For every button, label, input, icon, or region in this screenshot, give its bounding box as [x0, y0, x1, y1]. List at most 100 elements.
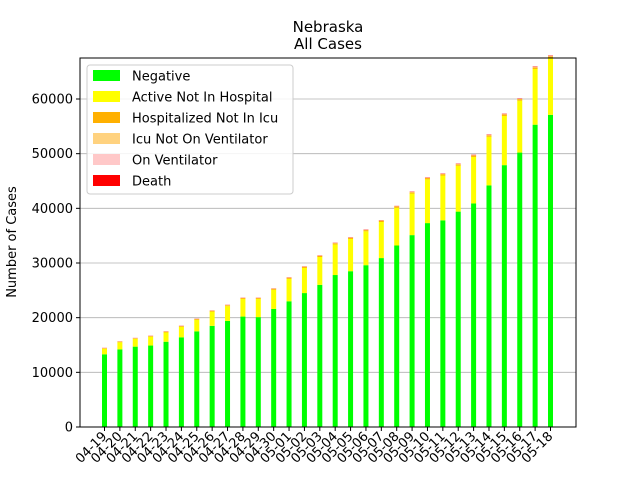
bar-segment: [332, 244, 338, 276]
bar-segment: [271, 289, 277, 309]
bar-segment: [117, 342, 123, 350]
bar-segment: [548, 114, 553, 427]
legend-swatch: [93, 175, 120, 186]
bar-segment: [332, 243, 338, 245]
bar-segment: [455, 211, 461, 427]
bar-segment: [501, 165, 507, 427]
bar-segment: [440, 220, 446, 427]
legend-label: Negative: [132, 70, 190, 85]
legend-label: Death: [132, 175, 171, 190]
bar-segment: [148, 336, 154, 346]
bar-segment: [440, 174, 446, 176]
legend: Negative Active Not In Hospital Hospitaliz…: [86, 64, 294, 195]
legend-label: Hospitalized Not In Icu: [132, 112, 278, 127]
bar-segment: [378, 220, 384, 222]
bar-segment: [532, 68, 538, 125]
legend-swatch: [93, 133, 120, 144]
bar-segment: [209, 311, 215, 326]
bar-segment: [363, 231, 369, 266]
legend-swatch: [93, 91, 120, 102]
bar-segment: [517, 99, 523, 101]
bar-segment: [178, 326, 184, 338]
bar-segment: [409, 235, 415, 427]
legend-label: Icu Not On Ventilator: [132, 133, 268, 148]
bar-segment: [348, 238, 354, 272]
bar-segment: [486, 135, 492, 137]
bar-segment: [394, 206, 400, 208]
x-axis: 04-1904-2004-2104-2204-2304-2404-2504-26…: [73, 427, 556, 467]
bar-segment: [517, 152, 523, 427]
y-tick-label: 20000: [32, 311, 73, 326]
bar-segment: [409, 193, 415, 236]
legend-swatch: [93, 70, 120, 81]
bar-segment: [501, 115, 507, 166]
bar-segment: [532, 67, 538, 69]
bar-segment: [240, 316, 246, 427]
bar-segment: [394, 207, 400, 246]
bar-segment: [178, 326, 184, 327]
y-axis-label: Number of Cases: [5, 186, 20, 298]
bar-segment: [178, 337, 184, 427]
bar-segment: [102, 348, 107, 349]
bar-segment: [301, 266, 307, 268]
legend-swatch: [93, 154, 120, 165]
bar-segment: [225, 320, 231, 427]
y-tick-label: 30000: [32, 257, 73, 272]
bar-segment: [286, 301, 292, 427]
bar-segment: [548, 58, 553, 115]
bar-segment: [194, 319, 200, 332]
y-tick-label: 60000: [32, 93, 73, 108]
bar-segment: [102, 354, 107, 427]
legend-label: Active Not In Hospital: [132, 91, 273, 106]
bar-segment: [132, 338, 138, 347]
bar-segment: [255, 298, 261, 300]
chart-subtitle: All Cases: [294, 35, 362, 53]
bars: [102, 55, 553, 428]
bar-segment: [486, 185, 492, 427]
bar-segment: [532, 124, 538, 428]
y-tick-label: 10000: [32, 366, 73, 381]
legend-label: On Ventilator: [132, 154, 218, 169]
bar-segment: [471, 156, 477, 204]
bar-segment: [117, 341, 123, 343]
plot-frame: [79, 57, 577, 428]
bar-segment: [378, 258, 384, 427]
bar-segment: [286, 277, 292, 279]
bar-segment: [225, 306, 231, 321]
bar-segment: [440, 175, 446, 221]
bar-segment: [148, 336, 154, 337]
bar-segment: [471, 155, 477, 157]
bar-segment: [424, 223, 430, 427]
bar-segment: [209, 310, 215, 312]
bar-segment: [102, 348, 107, 355]
bar-segment: [148, 345, 154, 427]
bar-segment: [317, 284, 323, 427]
bar-segment: [317, 256, 323, 285]
bar-segment: [301, 267, 307, 294]
bar-segment: [194, 319, 200, 320]
y-tick-label: 40000: [32, 202, 73, 217]
y-tick-label: 50000: [32, 147, 73, 162]
bar-segment: [132, 346, 138, 427]
bar-segment: [225, 305, 231, 307]
bar-segment: [348, 271, 354, 427]
legend-box: [86, 64, 294, 195]
bar-segment: [363, 265, 369, 427]
chart-title: Nebraska: [293, 18, 364, 36]
bar-segment: [424, 179, 430, 224]
bar-segment: [255, 317, 261, 427]
bar-segment: [286, 278, 292, 302]
bar-segment: [301, 293, 307, 427]
y-tick-label: 0: [65, 421, 73, 436]
bar-segment: [317, 255, 323, 257]
bar-segment: [409, 192, 415, 194]
bar-segment: [271, 308, 277, 427]
bar-segment: [163, 331, 169, 333]
bar-segment: [424, 178, 430, 180]
bar-segment: [455, 165, 461, 212]
legend-swatch: [93, 112, 120, 123]
bar-segment: [363, 230, 369, 232]
bar-segment: [240, 299, 246, 317]
bar-segment: [548, 56, 553, 58]
